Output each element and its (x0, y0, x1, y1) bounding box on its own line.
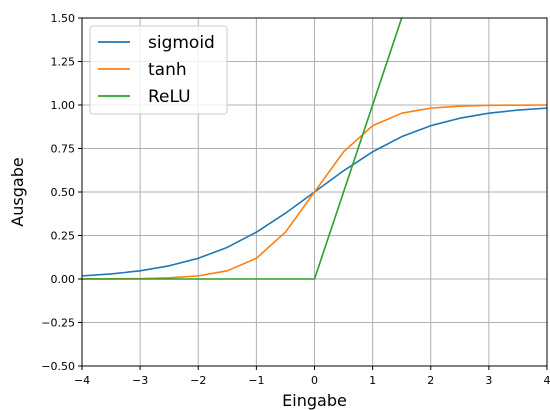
x-axis-label: Eingabe (282, 391, 347, 410)
legend-label-sigmoid: sigmoid (148, 33, 215, 53)
y-tick-label: −0.25 (41, 317, 75, 330)
x-tick-label: 2 (427, 374, 434, 387)
x-tick-label: 0 (311, 374, 318, 387)
y-tick-label: −0.50 (41, 360, 75, 373)
legend-label-relu: ReLU (148, 87, 191, 107)
y-tick-label: 0.00 (51, 273, 76, 286)
x-tick-label: −1 (248, 374, 264, 387)
series-line-relu (82, 18, 403, 280)
x-tick-label: 1 (369, 374, 376, 387)
x-tick-label: −4 (74, 374, 90, 387)
y-tick-label: 0.75 (51, 143, 76, 156)
x-tick-label: 3 (485, 374, 492, 387)
axis-ticks: −4 −3 −2 −1 0 1 2 3 4 −0.50 −0.25 0.00 0.25 0.50 0.75 1… (41, 12, 550, 387)
legend: sigmoid tanh ReLU (89, 25, 228, 115)
x-tick-label: −2 (190, 374, 206, 387)
legend-box (89, 25, 228, 115)
x-tick-label: 4 (544, 374, 550, 387)
y-tick-label: 1.50 (51, 12, 76, 25)
series-layer (82, 18, 547, 280)
series-line-tanh (82, 104, 547, 280)
y-axis-label: Ausgabe (8, 157, 27, 226)
y-tick-label: 1.25 (51, 56, 76, 69)
x-tick-label: −3 (132, 374, 148, 387)
y-tick-label: 0.25 (51, 230, 76, 243)
y-tick-label: 0.50 (51, 186, 76, 199)
y-tick-label: 1.00 (51, 99, 76, 112)
legend-label-tanh: tanh (148, 60, 187, 80)
